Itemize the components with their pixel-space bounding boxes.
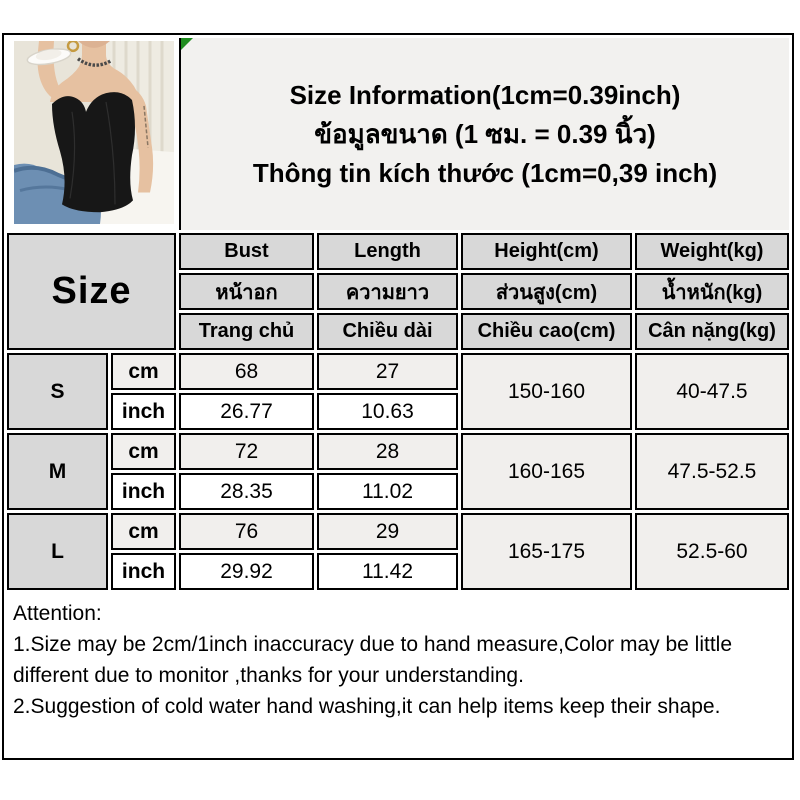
cell-m-height: 160-165 xyxy=(461,433,632,510)
unit-label-inch: inch xyxy=(111,473,176,510)
size-label-l: L xyxy=(7,513,108,590)
attention-section: Attention: 1.Size may be 2cm/1inch inacc… xyxy=(7,593,789,755)
cell-l-bust-cm: 76 xyxy=(179,513,314,550)
header-row-en: Size Bust Length Height(cm) Weight(kg) xyxy=(7,233,789,350)
attention-heading: Attention: xyxy=(13,602,102,625)
col-header-bust-vi: Trang chủ xyxy=(179,313,314,350)
cell-m-length-cm: 28 xyxy=(317,433,458,470)
top-section: Size Information(1cm=0.39inch) ข้อมูลขนา… xyxy=(7,38,789,230)
unit-label-inch: inch xyxy=(111,393,176,430)
size-header-label: Size xyxy=(7,233,176,350)
col-header-weight-vi: Cân nặng(kg) xyxy=(635,313,789,350)
size-info-panel: Size Information(1cm=0.39inch) ข้อมูลขนา… xyxy=(179,38,789,230)
cell-s-bust-inch: 26.77 xyxy=(179,393,314,430)
table-row-m-cm: M cm 72 28 160-165 47.5-52.5 xyxy=(7,433,789,510)
size-info-title-th: ข้อมูลขนาด (1 ซม. = 0.39 นิ้ว) xyxy=(314,118,656,149)
size-label-m: M xyxy=(7,433,108,510)
table-row-s-inch: inch 26.77 10.63 xyxy=(7,393,789,430)
size-info-title-vi: Thông tin kích thước (1cm=0,39 inch) xyxy=(252,157,718,188)
cell-s-height: 150-160 xyxy=(461,353,632,430)
unit-label-cm: cm xyxy=(111,433,176,470)
unit-label-inch: inch xyxy=(111,553,176,590)
product-photo-cell xyxy=(7,38,176,230)
cell-m-length-inch: 11.02 xyxy=(317,473,458,510)
size-chart-sheet: Size Information(1cm=0.39inch) ข้อมูลขนา… xyxy=(2,33,794,760)
attention-line-3: 2.Suggestion of cold water hand washing,… xyxy=(13,695,721,718)
col-header-length-en: Length xyxy=(317,233,458,270)
col-header-height-en: Height(cm) xyxy=(461,233,632,270)
green-corner-marker-icon xyxy=(181,38,193,50)
size-chart-table: Size Information(1cm=0.39inch) ข้อมูลขนา… xyxy=(4,35,792,758)
table-row-l-cm: L cm 76 29 165-175 52.5-60 xyxy=(7,513,789,590)
col-header-length-vi: Chiều dài xyxy=(317,313,458,350)
col-header-height-vi: Chiều cao(cm) xyxy=(461,313,632,350)
header-row-th: หน้าอก ความยาว ส่วนสูง(cm) น้ำหนัก(kg) xyxy=(7,273,789,310)
col-header-weight-th: น้ำหนัก(kg) xyxy=(635,273,789,310)
size-label-s: S xyxy=(7,353,108,430)
cell-l-weight: 52.5-60 xyxy=(635,513,789,590)
col-header-bust-en: Bust xyxy=(179,233,314,270)
cell-s-length-inch: 10.63 xyxy=(317,393,458,430)
product-photo xyxy=(14,41,174,224)
unit-label-cm: cm xyxy=(111,513,176,550)
cell-m-weight: 47.5-52.5 xyxy=(635,433,789,510)
table-row-m-inch: inch 28.35 11.02 xyxy=(7,473,789,510)
col-header-height-th: ส่วนสูง(cm) xyxy=(461,273,632,310)
attention-note: Attention: 1.Size may be 2cm/1inch inacc… xyxy=(7,593,789,755)
header-row-vi: Trang chủ Chiều dài Chiều cao(cm) Cân nặ… xyxy=(7,313,789,350)
cell-m-bust-inch: 28.35 xyxy=(179,473,314,510)
cell-l-length-inch: 11.42 xyxy=(317,553,458,590)
size-info-title-en: Size Information(1cm=0.39inch) xyxy=(289,79,681,110)
col-header-bust-th: หน้าอก xyxy=(179,273,314,310)
attention-line-2: different due to monitor ,thanks for you… xyxy=(13,664,524,687)
cell-l-bust-inch: 29.92 xyxy=(179,553,314,590)
cell-l-length-cm: 29 xyxy=(317,513,458,550)
cell-m-bust-cm: 72 xyxy=(179,433,314,470)
attention-line-1: 1.Size may be 2cm/1inch inaccuracy due t… xyxy=(13,633,733,656)
table-row-l-inch: inch 29.92 11.42 xyxy=(7,553,789,590)
unit-label-cm: cm xyxy=(111,353,176,390)
cell-s-weight: 40-47.5 xyxy=(635,353,789,430)
table-row-s-cm: S cm 68 27 150-160 40-47.5 xyxy=(7,353,789,430)
col-header-length-th: ความยาว xyxy=(317,273,458,310)
col-header-weight-en: Weight(kg) xyxy=(635,233,789,270)
cell-s-length-cm: 27 xyxy=(317,353,458,390)
cell-l-height: 165-175 xyxy=(461,513,632,590)
cell-s-bust-cm: 68 xyxy=(179,353,314,390)
